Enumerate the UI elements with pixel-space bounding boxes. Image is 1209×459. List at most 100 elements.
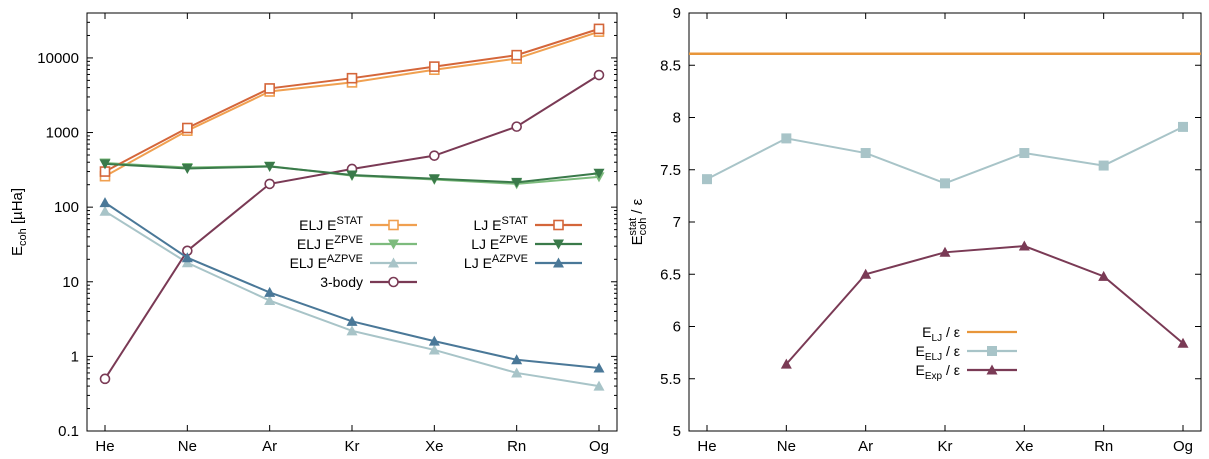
series-5 [99, 159, 605, 188]
data-point [860, 268, 872, 279]
y-tick-label: 7.5 [660, 162, 681, 179]
y-tick-label: 6 [673, 319, 681, 336]
x-tick-label: Ne [777, 438, 796, 455]
legend-marker [553, 257, 564, 268]
data-point [511, 367, 523, 378]
legend-label: ELJ / ε [922, 324, 960, 344]
series-line [104, 27, 600, 173]
x-tick-label: Kr [345, 438, 360, 455]
legend-label: ELJ EAZPVE [290, 253, 363, 271]
data-point [940, 178, 950, 189]
legend-label: ELJ ESTAT [299, 215, 363, 233]
data-point [1178, 121, 1188, 132]
legend-entry: EELJ / ε [916, 343, 1017, 363]
legend-label: EExp / ε [916, 362, 961, 382]
y-tick-label: 0.1 [58, 423, 79, 440]
x-tick-label: Kr [938, 438, 953, 455]
right-panel-energy-ratio-chart: 5 5.5 6 6.5 7 7.5 8 8.5 9 He Ne Ar Kr Xe Rn Og Ecohstat … [627, 5, 1202, 455]
x-tick-label: He [697, 438, 716, 455]
data-point [182, 122, 193, 134]
data-point [1098, 160, 1109, 171]
series-0 [99, 26, 605, 182]
series-6 [99, 197, 605, 373]
data-point [99, 373, 111, 385]
data-point [346, 315, 358, 326]
legend-marker [388, 276, 399, 288]
left-panel-cohesive-energy-chart: 0.1 1 10 100 1000 10000 He Ne Ar Kr Xe Rn Og Ecoh [µH… [9, 12, 618, 455]
data-point [346, 170, 358, 181]
y-tick-label: 1000 [46, 125, 79, 142]
data-point [593, 23, 605, 35]
legend-entry: EExp / ε [916, 362, 1017, 382]
data-point [1177, 337, 1189, 348]
data-point [99, 197, 111, 208]
y-tick-label: 10000 [37, 50, 79, 67]
y-tick-label: 5 [673, 423, 681, 440]
data-point [593, 69, 605, 81]
data-point [264, 162, 276, 173]
data-point [702, 174, 712, 185]
y-axis-label: Ecohstat / ε [627, 198, 649, 245]
data-point [181, 252, 193, 263]
y-tick-label: 100 [54, 199, 79, 216]
data-point [1098, 270, 1110, 281]
data-point [428, 335, 440, 346]
x-tick-label: Rn [507, 438, 526, 455]
legend-marker [987, 346, 997, 356]
legend-label: LJ ESTAT [474, 215, 529, 233]
legend-label: 3-body [320, 274, 363, 290]
data-point [939, 246, 951, 257]
y-tick-label: 5.5 [660, 371, 681, 388]
legend-entry: LJ ESTAT [474, 215, 582, 233]
series-1 [702, 121, 1188, 189]
series-line [706, 126, 1184, 185]
data-point [181, 163, 193, 174]
data-point [264, 295, 276, 306]
x-tick-label: Og [1173, 438, 1193, 455]
data-point [781, 133, 792, 144]
y-tick-label: 8.5 [660, 57, 681, 74]
y-tick-label: 6.5 [660, 266, 681, 283]
data-point [511, 121, 522, 132]
legend-label: LJ EAZPVE [464, 253, 528, 271]
x-tick-label: Ne [178, 438, 197, 455]
y-tick-label: 1 [71, 348, 79, 365]
legend-marker [553, 219, 564, 231]
data-point [1018, 240, 1030, 251]
legend-marker [388, 257, 399, 268]
data-point [593, 168, 605, 179]
legend-marker [986, 364, 998, 375]
data-point [99, 205, 111, 216]
x-tick-label: He [95, 438, 114, 455]
data-point [511, 177, 523, 188]
legend-marker [553, 239, 564, 250]
legend-label: EELJ / ε [916, 343, 961, 363]
y-axis-label: Ecoh [µHa] [9, 188, 29, 256]
series-2 [99, 205, 605, 391]
y-tick-label: 9 [673, 5, 681, 22]
data-point [1019, 148, 1030, 159]
legend-label: ELJ EZPVE [297, 234, 363, 252]
legend-entry: 3-body [320, 274, 417, 290]
data-point [99, 159, 111, 170]
data-point [429, 150, 440, 161]
data-point [264, 286, 276, 297]
legend-entry: ELJ ESTAT [299, 215, 417, 233]
legend-label: LJ EZPVE [471, 234, 528, 252]
data-point [428, 344, 440, 355]
legend-entry: ELJ EZPVE [297, 234, 417, 252]
data-point [593, 380, 605, 391]
data-point [264, 178, 275, 190]
y-tick-label: 10 [62, 274, 79, 291]
legend-entry: ELJ EAZPVE [290, 253, 417, 271]
x-tick-label: Ar [858, 438, 873, 455]
x-tick-label: Rn [1094, 438, 1113, 455]
data-point [429, 61, 440, 72]
data-point [346, 325, 358, 336]
x-tick-label: Xe [425, 438, 443, 455]
legend-entry: LJ EZPVE [471, 234, 582, 252]
y-tick-label: 8 [673, 110, 681, 127]
